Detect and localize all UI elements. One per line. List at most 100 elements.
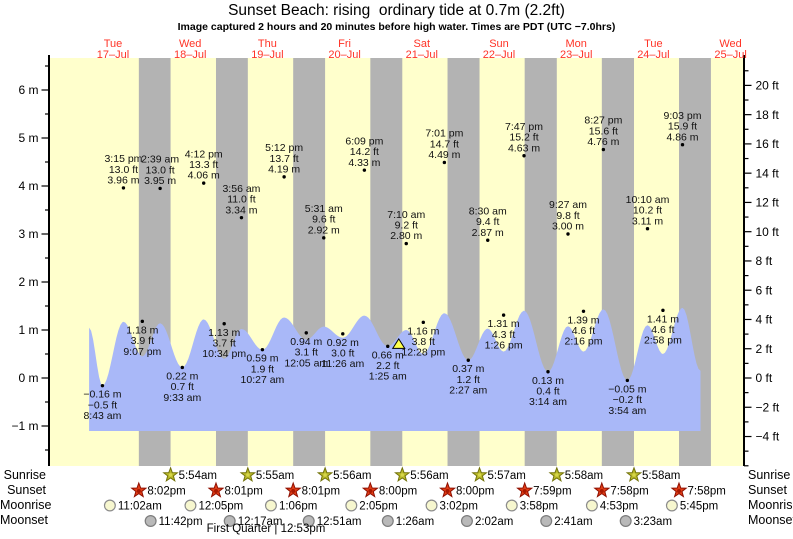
moonset-row-label-left: Moonset (0, 513, 48, 527)
astro-rows: 5:54am 5:55am 5:56am 5:56am 5:57am 5:58am 5:58… (103, 466, 726, 528)
moonset-entry: 12:17am (223, 514, 282, 528)
sunrise-entry: 5:58am (625, 466, 680, 482)
tide-event-dot (239, 215, 244, 220)
sunrise-star-center (400, 473, 404, 477)
moonrise-time: 2:05pm (359, 501, 397, 513)
tide-event-label-line: 9.8 ft (556, 210, 579, 222)
tide-event-label-line: 12:05 am (284, 357, 328, 369)
moon-phase-note: First Quarter | 12:53pm (206, 523, 326, 535)
day-name-label: Sat (414, 38, 431, 50)
left-axis-tick-label: 5 m (18, 131, 38, 145)
sunset-entry: 7:59pm (516, 481, 572, 498)
tide-event-label-line: 4.86 m (666, 131, 698, 143)
right-axis-tick-label: 18 ft (756, 108, 780, 122)
tide-event-label-line: 3.34 m (225, 204, 257, 216)
right-axis-tick-label: 12 ft (756, 196, 780, 210)
tide-event-dot (680, 143, 685, 147)
tide-event-label-line: 0.7 ft (171, 381, 194, 393)
tide-event-label-line: 15.2 ft (509, 132, 538, 144)
low-tide-event: 0.22 m0.7 ft9:33 am (163, 365, 202, 404)
moonset-time: 12:51am (317, 516, 362, 528)
sunset-star-center (677, 489, 682, 493)
moonset-row-label-right: Moonset (748, 513, 793, 527)
sunrise-time: 5:56am (333, 470, 371, 482)
right-axis-tick-label: 6 ft (756, 283, 773, 297)
tide-event-label-line: −0.2 ft (613, 394, 643, 406)
moonrise-time: 11:02am (118, 501, 162, 513)
right-axis-tick-label: 0 ft (756, 371, 773, 385)
tide-event-label-line: −0.16 m (83, 389, 121, 401)
moonrise-moon-icon (665, 499, 678, 512)
moonrise-entry: 1:06pm (264, 499, 317, 513)
sunset-star-center (213, 489, 218, 493)
tide-event-dot (601, 147, 606, 152)
sunset-time: 8:00pm (456, 486, 494, 498)
sunrise-time: 5:58am (565, 470, 603, 482)
tide-event-dot (222, 322, 226, 326)
tide-event-label-line: 3:14 am (529, 396, 567, 408)
tide-event-dot (625, 378, 630, 383)
sunset-entry: 8:01pm (207, 481, 263, 498)
day-date-label: 19–Jul (251, 49, 283, 61)
tide-event-label-line: 1:26 pm (485, 340, 523, 352)
moonrise-moon-icon (345, 499, 358, 512)
tide-event-label-line: 12:28 pm (401, 347, 445, 359)
sunset-star-center (136, 489, 141, 493)
sunrise-star-center (555, 473, 559, 477)
tide-event-dot (486, 238, 490, 242)
tide-event-dot (341, 332, 345, 336)
moonset-time: 2:02am (475, 516, 513, 528)
tide-event-dot (522, 154, 526, 158)
day-date-label: 25–Jul (714, 49, 746, 61)
tide-event-label-line: 0.4 ft (536, 385, 559, 397)
day-name-label: Wed (719, 38, 741, 50)
low-tide-event: 0.37 m1.2 ft2:27 am (449, 358, 487, 397)
tide-event-label-line: 7:47 pm (505, 121, 543, 133)
tide-event-dot (282, 175, 286, 179)
page-title: Sunset Beach: rising ordinary tide at 0.… (228, 2, 565, 19)
tide-event-dot (304, 331, 308, 335)
moonrise-entry: 4:53pm (585, 499, 638, 513)
left-axis-tick-label: 0 m (18, 371, 38, 385)
sunset-star-center (522, 489, 527, 493)
sunset-entry: 8:02pm (130, 481, 186, 498)
moonrise-entry: 5:45pm (665, 499, 718, 513)
moonrise-moon-icon (425, 499, 438, 512)
tide-event-label-line: −0.5 ft (88, 399, 118, 411)
current-tide-marker (391, 337, 406, 349)
tide-event-label-line: 13.3 ft (189, 159, 218, 171)
tide-event-dot (404, 241, 408, 246)
moonrise-time: 5:45pm (680, 501, 718, 513)
tide-event-label-line: 0.13 m (532, 375, 564, 387)
tide-event-dot (100, 383, 105, 388)
low-tide-event: −0.16 m−0.5 ft8:43 am (83, 383, 122, 422)
tide-event-label-line: 2:39 am (141, 154, 179, 166)
sunrise-row-label-left: Sunrise (3, 468, 46, 482)
tide-event-label-line: 8:27 pm (584, 115, 622, 127)
tide-event-label-line: 14.2 ft (350, 146, 379, 158)
sunrise-star-center (246, 473, 250, 477)
moonset-moon-icon (144, 514, 157, 527)
day-labels: Tue17–JulWed18–JulThu19–JulFri20–JulSat2… (97, 38, 747, 61)
moonrise-entry: 3:02pm (425, 499, 478, 513)
sunrise-entry: 5:56am (316, 466, 371, 482)
tide-event-dot (546, 370, 550, 374)
moonrise-row-label-right: Moonrise (748, 498, 793, 512)
tide-event-label-line: 13.0 ft (109, 164, 138, 176)
low-tide-event: 0.66 m2.2 ft1:25 am (369, 344, 407, 383)
tide-event-label-line: 0.22 m (166, 370, 198, 382)
tide-event-label-line: 10:34 pm (202, 348, 246, 360)
moonset-entry: 2:02am (460, 514, 513, 528)
tide-event-label-line: 2:27 am (449, 385, 487, 397)
